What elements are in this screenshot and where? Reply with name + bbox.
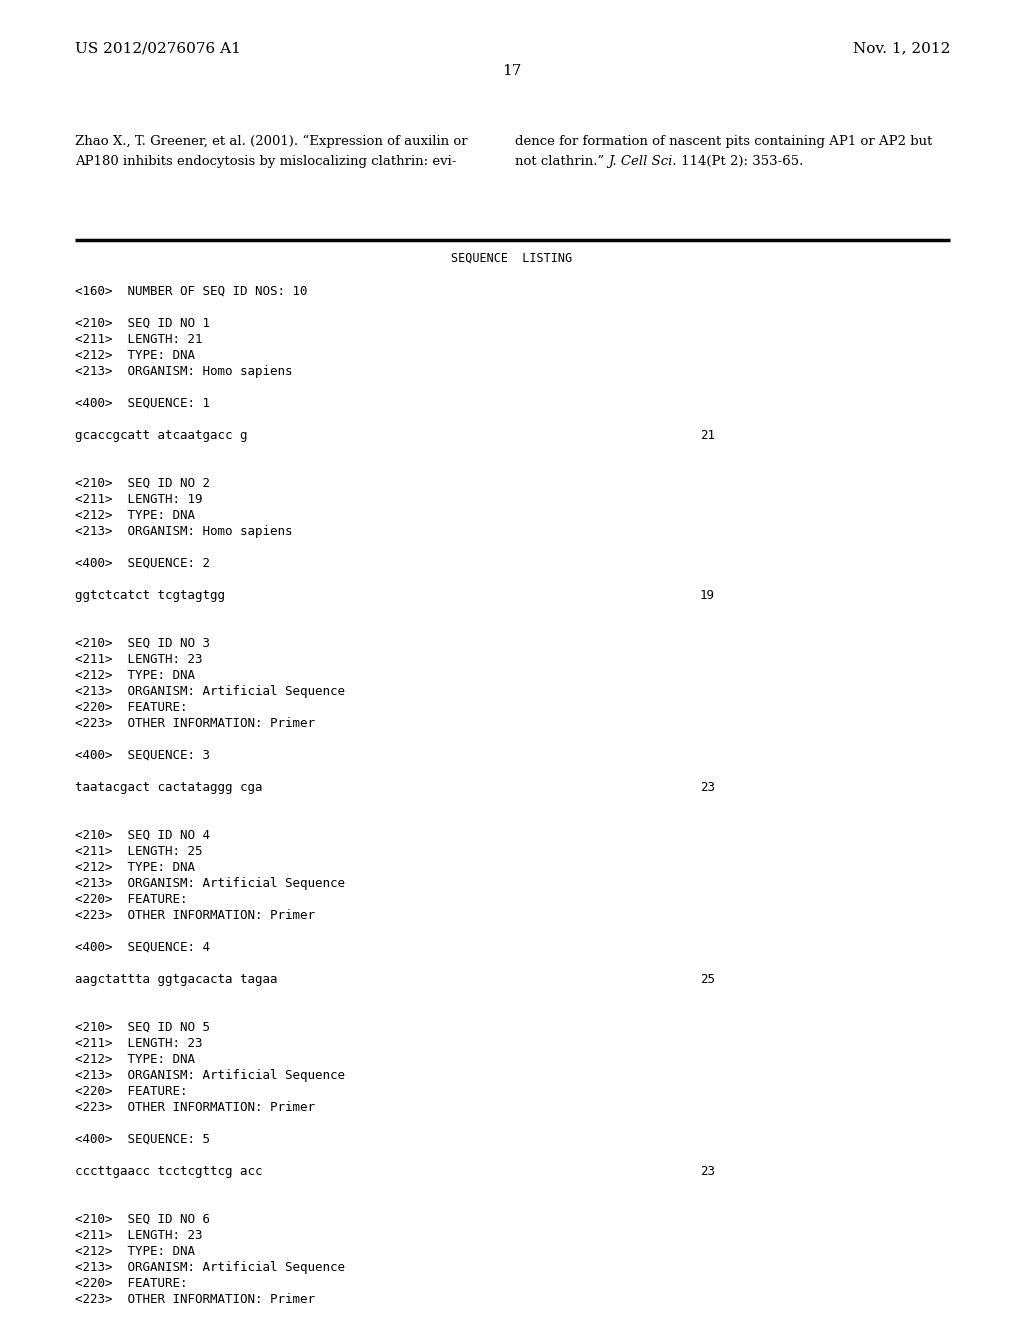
Text: <400>  SEQUENCE: 2: <400> SEQUENCE: 2 <box>75 557 210 570</box>
Text: <160>  NUMBER OF SEQ ID NOS: 10: <160> NUMBER OF SEQ ID NOS: 10 <box>75 285 307 298</box>
Text: <213>  ORGANISM: Artificial Sequence: <213> ORGANISM: Artificial Sequence <box>75 876 345 890</box>
Text: <213>  ORGANISM: Homo sapiens: <213> ORGANISM: Homo sapiens <box>75 525 293 539</box>
Text: <213>  ORGANISM: Artificial Sequence: <213> ORGANISM: Artificial Sequence <box>75 685 345 698</box>
Text: <210>  SEQ ID NO 4: <210> SEQ ID NO 4 <box>75 829 210 842</box>
Text: Zhao X., T. Greener, et al. (2001). “Expression of auxilin or: Zhao X., T. Greener, et al. (2001). “Exp… <box>75 135 468 148</box>
Text: 19: 19 <box>700 589 715 602</box>
Text: <210>  SEQ ID NO 1: <210> SEQ ID NO 1 <box>75 317 210 330</box>
Text: <211>  LENGTH: 23: <211> LENGTH: 23 <box>75 1229 203 1242</box>
Text: <211>  LENGTH: 19: <211> LENGTH: 19 <box>75 492 203 506</box>
Text: <220>  FEATURE:: <220> FEATURE: <box>75 1085 187 1098</box>
Text: cccttgaacc tcctcgttcg acc: cccttgaacc tcctcgttcg acc <box>75 1166 262 1177</box>
Text: <213>  ORGANISM: Artificial Sequence: <213> ORGANISM: Artificial Sequence <box>75 1261 345 1274</box>
Text: <211>  LENGTH: 23: <211> LENGTH: 23 <box>75 1038 203 1049</box>
Text: US 2012/0276076 A1: US 2012/0276076 A1 <box>75 41 241 55</box>
Text: <213>  ORGANISM: Artificial Sequence: <213> ORGANISM: Artificial Sequence <box>75 1069 345 1082</box>
Text: <210>  SEQ ID NO 5: <210> SEQ ID NO 5 <box>75 1020 210 1034</box>
Text: <400>  SEQUENCE: 3: <400> SEQUENCE: 3 <box>75 748 210 762</box>
Text: <212>  TYPE: DNA: <212> TYPE: DNA <box>75 669 195 682</box>
Text: <212>  TYPE: DNA: <212> TYPE: DNA <box>75 1053 195 1067</box>
Text: taatacgact cactataggg cga: taatacgact cactataggg cga <box>75 781 262 795</box>
Text: <223>  OTHER INFORMATION: Primer: <223> OTHER INFORMATION: Primer <box>75 1101 315 1114</box>
Text: AP180 inhibits endocytosis by mislocalizing clathrin: evi-: AP180 inhibits endocytosis by mislocaliz… <box>75 154 457 168</box>
Text: <223>  OTHER INFORMATION: Primer: <223> OTHER INFORMATION: Primer <box>75 909 315 921</box>
Text: <210>  SEQ ID NO 6: <210> SEQ ID NO 6 <box>75 1213 210 1226</box>
Text: 21: 21 <box>700 429 715 442</box>
Text: ggtctcatct tcgtagtgg: ggtctcatct tcgtagtgg <box>75 589 225 602</box>
Text: <400>  SEQUENCE: 1: <400> SEQUENCE: 1 <box>75 397 210 411</box>
Text: <220>  FEATURE:: <220> FEATURE: <box>75 701 187 714</box>
Text: <400>  SEQUENCE: 4: <400> SEQUENCE: 4 <box>75 941 210 954</box>
Text: 17: 17 <box>503 63 521 78</box>
Text: <220>  FEATURE:: <220> FEATURE: <box>75 1276 187 1290</box>
Text: <213>  ORGANISM: Homo sapiens: <213> ORGANISM: Homo sapiens <box>75 366 293 378</box>
Text: 23: 23 <box>700 781 715 795</box>
Text: Nov. 1, 2012: Nov. 1, 2012 <box>853 41 950 55</box>
Text: gcaccgcatt atcaatgacc g: gcaccgcatt atcaatgacc g <box>75 429 248 442</box>
Text: <223>  OTHER INFORMATION: Primer: <223> OTHER INFORMATION: Primer <box>75 1294 315 1305</box>
Text: not clathrin.”: not clathrin.” <box>515 154 608 168</box>
Text: 25: 25 <box>700 973 715 986</box>
Text: dence for formation of nascent pits containing AP1 or AP2 but: dence for formation of nascent pits cont… <box>515 135 933 148</box>
Text: <212>  TYPE: DNA: <212> TYPE: DNA <box>75 1245 195 1258</box>
Text: 23: 23 <box>700 1166 715 1177</box>
Text: <212>  TYPE: DNA: <212> TYPE: DNA <box>75 861 195 874</box>
Text: SEQUENCE  LISTING: SEQUENCE LISTING <box>452 252 572 265</box>
Text: <211>  LENGTH: 21: <211> LENGTH: 21 <box>75 333 203 346</box>
Text: <223>  OTHER INFORMATION: Primer: <223> OTHER INFORMATION: Primer <box>75 717 315 730</box>
Text: <211>  LENGTH: 23: <211> LENGTH: 23 <box>75 653 203 667</box>
Text: <220>  FEATURE:: <220> FEATURE: <box>75 894 187 906</box>
Text: <211>  LENGTH: 25: <211> LENGTH: 25 <box>75 845 203 858</box>
Text: J. Cell Sci.: J. Cell Sci. <box>608 154 677 168</box>
Text: <400>  SEQUENCE: 5: <400> SEQUENCE: 5 <box>75 1133 210 1146</box>
Text: <210>  SEQ ID NO 2: <210> SEQ ID NO 2 <box>75 477 210 490</box>
Text: <210>  SEQ ID NO 3: <210> SEQ ID NO 3 <box>75 638 210 649</box>
Text: aagctattta ggtgacacta tagaa: aagctattta ggtgacacta tagaa <box>75 973 278 986</box>
Text: 114(Pt 2): 353-65.: 114(Pt 2): 353-65. <box>677 154 804 168</box>
Text: <212>  TYPE: DNA: <212> TYPE: DNA <box>75 510 195 521</box>
Text: <212>  TYPE: DNA: <212> TYPE: DNA <box>75 348 195 362</box>
